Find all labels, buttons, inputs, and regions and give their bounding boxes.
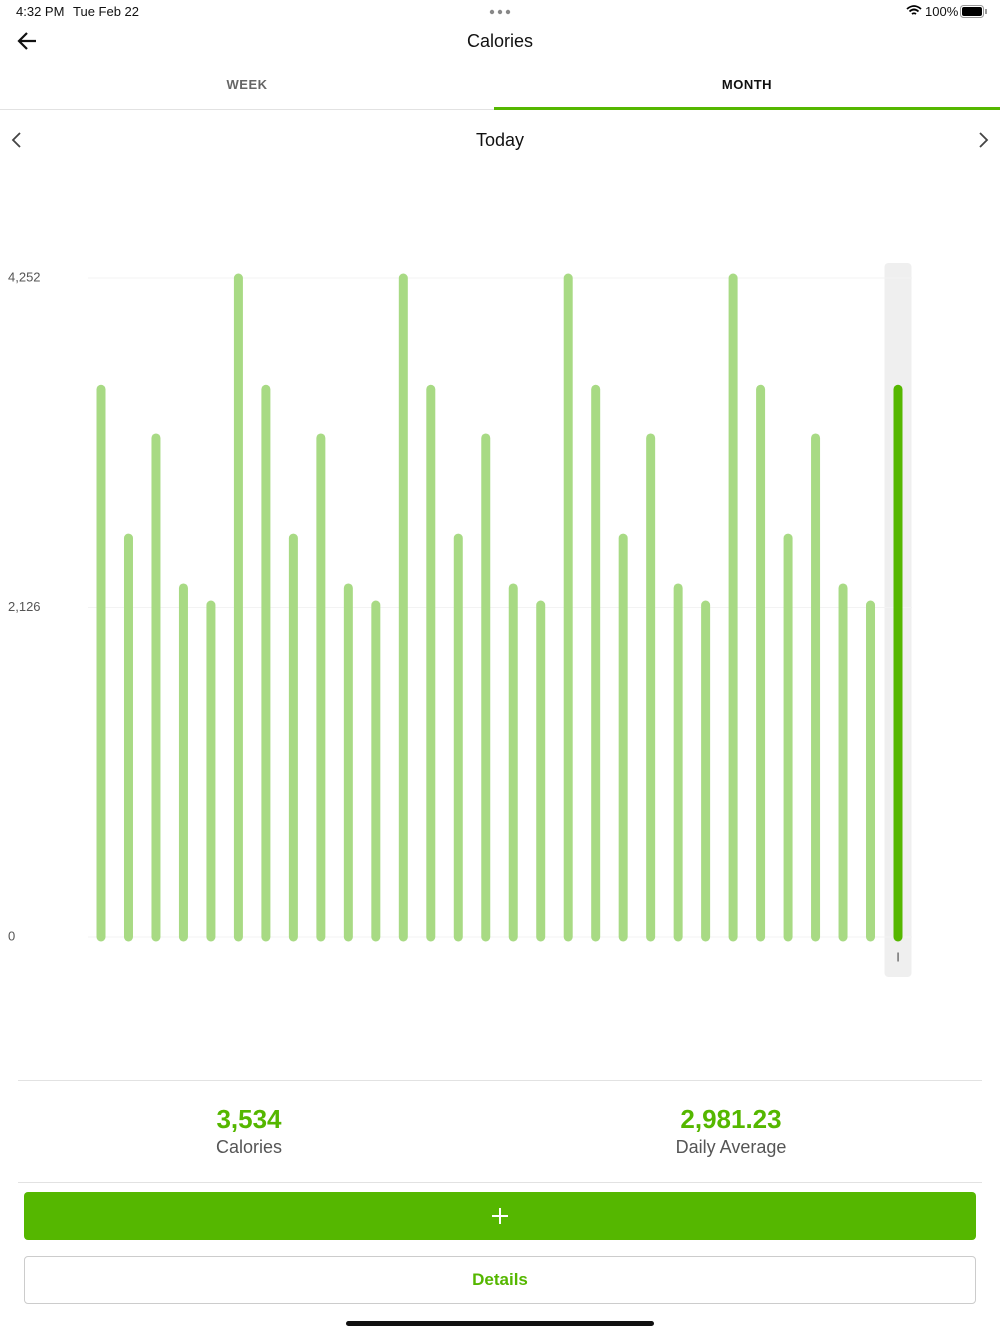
tab-month[interactable]: MONTH — [721, 77, 773, 92]
prev-button[interactable] — [10, 131, 24, 149]
battery-text: 100% — [925, 4, 959, 19]
add-button[interactable] — [24, 1192, 976, 1240]
y-tick-label: 0 — [8, 928, 15, 943]
bar — [426, 384, 436, 942]
plus-icon — [492, 1208, 508, 1224]
bar — [151, 433, 161, 942]
period-label: Today — [475, 130, 525, 150]
wifi-icon — [906, 5, 922, 15]
bar — [481, 433, 491, 942]
bar — [261, 384, 271, 942]
bar — [591, 384, 601, 942]
status-date: Tue Feb 22 — [73, 4, 140, 19]
bar — [618, 533, 628, 942]
bar — [288, 533, 298, 942]
bar — [343, 583, 353, 942]
bar — [123, 533, 133, 942]
bar — [508, 583, 518, 942]
details-button[interactable]: Details — [24, 1256, 976, 1304]
bar — [178, 583, 188, 942]
summary-value: 2,981.23 — [680, 1104, 782, 1134]
bar — [233, 273, 243, 942]
bar — [96, 384, 106, 942]
tab-week[interactable]: WEEK — [226, 77, 268, 92]
status-time: 4:32 PM — [16, 4, 65, 19]
back-button[interactable] — [16, 30, 40, 52]
bar — [728, 273, 738, 942]
summary-label: Daily Average — [675, 1137, 787, 1157]
bar — [866, 600, 876, 942]
bar — [673, 583, 683, 942]
bar — [536, 600, 546, 942]
bar — [563, 273, 573, 942]
divider — [18, 1182, 982, 1183]
bar — [646, 433, 656, 942]
multitask-dots[interactable] — [488, 8, 512, 16]
bar — [756, 384, 766, 942]
bar — [893, 384, 903, 942]
tab-indicator — [494, 107, 1000, 110]
bar — [453, 533, 463, 942]
chart: 0 2,126 4,252 I — [8, 263, 912, 977]
bar — [783, 533, 793, 942]
bar — [371, 600, 381, 942]
bar — [811, 433, 821, 942]
y-tick-label: 2,126 — [8, 599, 41, 614]
x-tick-label: I — [896, 949, 900, 964]
home-indicator — [346, 1321, 654, 1326]
summary-label: Calories — [215, 1137, 283, 1157]
y-tick-label: 4,252 — [8, 269, 41, 284]
page-title: Calories — [466, 31, 534, 51]
bar — [316, 433, 326, 942]
next-button[interactable] — [976, 131, 990, 149]
bar — [838, 583, 848, 942]
bar — [398, 273, 408, 942]
battery-icon — [960, 5, 987, 18]
divider — [18, 1080, 982, 1081]
bar — [206, 600, 216, 942]
bar — [701, 600, 711, 942]
summary-value: 3,534 — [216, 1104, 282, 1134]
